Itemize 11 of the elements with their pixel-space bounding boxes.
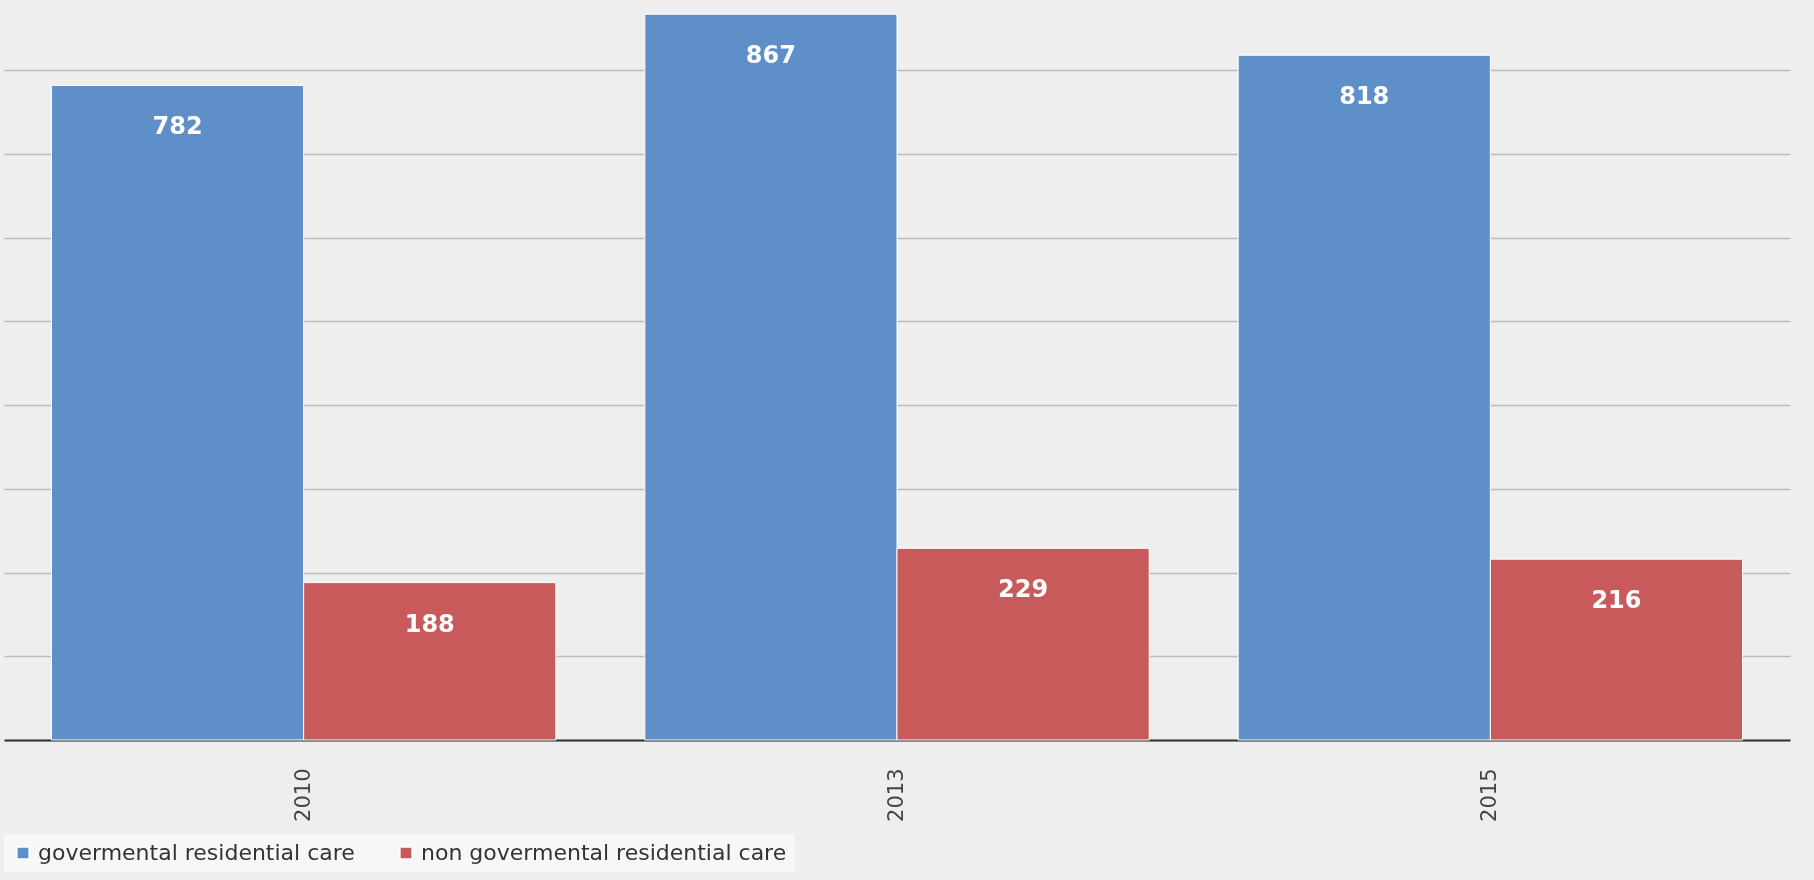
x-tick-label: 2015	[1477, 768, 1502, 822]
data-label: 216	[1591, 586, 1642, 615]
data-label: 818	[1339, 82, 1390, 111]
legend-label: non govermental residential care	[421, 840, 787, 865]
data-label: 867	[745, 41, 796, 70]
data-label: 188	[404, 609, 455, 638]
legend-label: govermental residential care	[38, 840, 355, 865]
x-tick-label: 2010	[290, 768, 315, 822]
x-tick-label: 2013	[884, 768, 908, 822]
data-label: 229	[998, 575, 1049, 604]
data-label: 782	[152, 112, 203, 141]
